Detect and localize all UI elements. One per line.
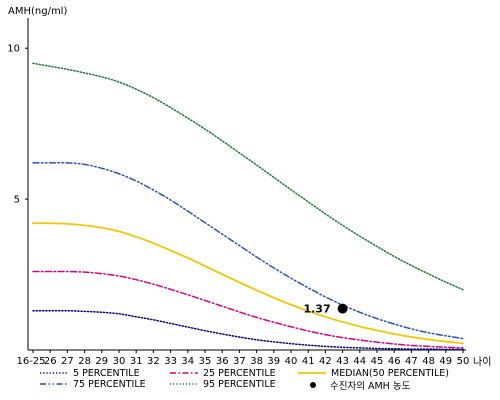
y-tick-label: 10 <box>7 44 20 55</box>
x-tick-label: 44 <box>353 356 366 367</box>
x-tick-label: 30 <box>113 356 126 367</box>
chart-marker: 1.37 <box>303 303 348 316</box>
x-tick-label: 47 <box>405 356 418 367</box>
x-tick-label: 33 <box>164 356 177 367</box>
series-line-25-percentile <box>32 270 464 349</box>
series-line-95-percentile <box>32 62 464 291</box>
legend-label: 95 PERCENTILE <box>203 379 276 390</box>
patient-amh-value-label: 1.37 <box>303 303 330 316</box>
x-tick-label: 35 <box>199 356 212 367</box>
x-tick-label: 31 <box>130 356 143 367</box>
series-line-median-50-percentile <box>32 222 464 345</box>
x-tick-label: 39 <box>267 356 280 367</box>
legend-label: 5 PERCENTILE <box>73 368 140 379</box>
y-tick-label: 5 <box>14 195 20 206</box>
x-tick-label: 48 <box>422 356 435 367</box>
x-axis-label: 나이 <box>473 356 491 368</box>
legend-marker-label: 수진자의 AMH 농도 <box>330 381 411 392</box>
legend-label: 25 PERCENTILE <box>203 368 276 379</box>
x-tick-label: 27 <box>61 356 74 367</box>
x-tick-label: 37 <box>233 356 246 367</box>
x-tick-label: 32 <box>147 356 160 367</box>
legend-label: 75 PERCENTILE <box>73 379 146 390</box>
patient-amh-point <box>337 303 348 314</box>
y-axis-label: AMH(ng/ml) <box>8 6 67 17</box>
x-tick-label: 41 <box>302 356 315 367</box>
x-tick-label: 38 <box>250 356 263 367</box>
x-tick-label: 49 <box>439 356 452 367</box>
series-line-75-percentile <box>32 162 464 340</box>
x-tick-label: 36 <box>216 356 229 367</box>
legend-label: MEDIAN(50 PERCENTILE) <box>331 368 449 379</box>
chart-series <box>32 62 464 351</box>
x-tick-label: 40 <box>285 356 298 367</box>
x-tick-label: 45 <box>371 356 384 367</box>
legend-marker-swatch <box>310 382 316 388</box>
x-tick-label: 42 <box>319 356 332 367</box>
x-tick-label: 28 <box>78 356 91 367</box>
x-tick-label: 50 <box>457 356 470 367</box>
x-tick-label: 46 <box>388 356 401 367</box>
x-tick-label: 16-25 <box>16 356 45 367</box>
x-tick-label: 34 <box>181 356 194 367</box>
x-tick-label: 26 <box>44 356 57 367</box>
x-tick-label: 29 <box>95 356 108 367</box>
x-tick-label: 43 <box>336 356 349 367</box>
series-line-5-percentile <box>32 309 464 351</box>
chart-legend: 5 PERCENTILE 25 PERCENTILE MEDIAN(50 PERCE… <box>40 368 449 392</box>
